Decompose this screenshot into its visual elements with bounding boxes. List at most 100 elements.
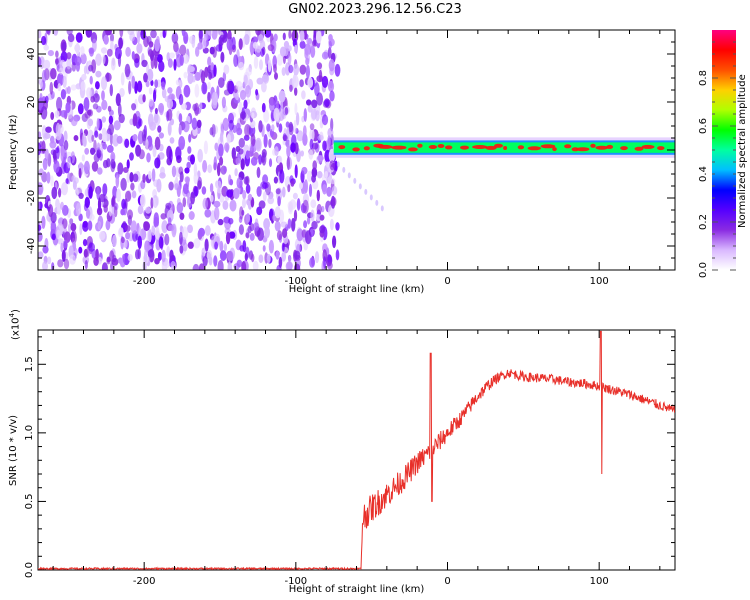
noise-blob	[132, 134, 138, 142]
noise-blob	[238, 38, 243, 50]
noise-blob	[306, 99, 312, 106]
noise-blob	[213, 200, 221, 208]
noise-blob	[102, 159, 109, 169]
noise-blob	[161, 81, 166, 90]
noise-blob	[45, 126, 52, 133]
noise-blob	[209, 194, 214, 203]
noise-blob	[119, 87, 125, 98]
noise-blob	[157, 125, 162, 133]
noise-blob	[277, 107, 285, 121]
noise-blob	[96, 142, 101, 151]
trace-blob	[347, 172, 351, 179]
noise-blob	[114, 206, 118, 218]
noise-blob	[174, 183, 179, 191]
top-y-tick-label: -20	[26, 190, 37, 206]
noise-blob	[140, 194, 146, 208]
noise-blob	[129, 31, 136, 42]
noise-blob	[92, 103, 99, 110]
noise-blob	[109, 250, 115, 262]
noise-blob	[335, 222, 340, 231]
noise-blob	[111, 206, 115, 215]
noise-blob	[67, 33, 75, 43]
noise-blob	[171, 32, 179, 44]
noise-blob	[39, 92, 43, 103]
band-peak	[437, 144, 445, 148]
noise-blob	[317, 171, 323, 179]
noise-blob	[204, 66, 209, 78]
noise-blob	[60, 242, 64, 253]
noise-blob	[182, 197, 187, 208]
noise-blob	[224, 142, 230, 152]
noise-blob	[50, 112, 55, 120]
noise-blob	[72, 180, 77, 190]
bottom-x-tick-label: -200	[133, 576, 156, 587]
noise-blob	[167, 217, 172, 225]
noise-blob	[274, 72, 278, 80]
noise-blob	[235, 157, 241, 165]
noise-blob	[179, 54, 184, 66]
noise-blob	[61, 41, 67, 52]
noise-blob	[178, 136, 186, 150]
noise-blob	[226, 38, 233, 51]
noise-blob	[332, 235, 337, 249]
noise-blob	[179, 212, 185, 220]
noise-blob	[166, 245, 170, 257]
noise-blob	[38, 251, 44, 259]
noise-blob	[272, 214, 276, 222]
noise-blob	[282, 134, 288, 142]
noise-blob	[148, 41, 154, 48]
noise-blob	[194, 102, 200, 116]
noise-blob	[255, 30, 261, 36]
noise-blob	[105, 219, 111, 231]
noise-blob	[169, 149, 173, 163]
noise-blob	[258, 154, 263, 165]
noise-blob	[120, 72, 125, 86]
noise-blob	[305, 64, 310, 79]
band-peak	[377, 144, 393, 149]
noise-blob	[331, 197, 337, 207]
noise-blob	[262, 245, 266, 252]
noise-blob	[122, 167, 129, 173]
noise-blob	[277, 196, 281, 207]
noise-blob	[306, 170, 313, 182]
noise-blob	[146, 63, 150, 76]
noise-blob	[211, 123, 216, 138]
noise-blob	[214, 206, 220, 221]
noise-blob	[157, 54, 163, 63]
noise-blob	[71, 233, 76, 243]
noise-blob	[249, 144, 254, 156]
noise-blob	[274, 206, 281, 219]
noise-blob	[84, 196, 91, 209]
noise-blob	[56, 96, 63, 111]
noise-blob	[106, 48, 113, 57]
noise-blob	[299, 64, 307, 75]
noise-blob	[183, 84, 191, 98]
noise-blob	[256, 186, 262, 197]
noise-blob	[198, 263, 205, 270]
noise-blob	[228, 217, 234, 225]
noise-blob	[273, 33, 278, 42]
noise-blob	[194, 71, 201, 81]
noise-blob	[83, 65, 87, 75]
noise-blob	[252, 41, 258, 49]
noise-blob	[220, 51, 225, 63]
noise-blob	[294, 87, 298, 96]
noise-blob	[303, 241, 309, 251]
noise-blob	[143, 72, 148, 83]
noise-blob	[321, 205, 325, 213]
noise-blob	[38, 30, 42, 39]
noise-blob	[214, 142, 219, 151]
noise-blob	[317, 155, 324, 162]
noise-blob	[156, 35, 160, 47]
noise-blob	[95, 81, 100, 90]
noise-blob	[240, 158, 245, 171]
noise-blob	[106, 128, 112, 135]
noise-blob	[97, 197, 102, 212]
noise-blob	[186, 161, 191, 169]
noise-blob	[135, 249, 140, 260]
top-y-tick-label: 0	[26, 147, 37, 153]
noise-blob	[322, 140, 327, 152]
noise-blob	[75, 202, 82, 216]
noise-blob	[102, 183, 108, 196]
noise-blob	[38, 201, 41, 210]
